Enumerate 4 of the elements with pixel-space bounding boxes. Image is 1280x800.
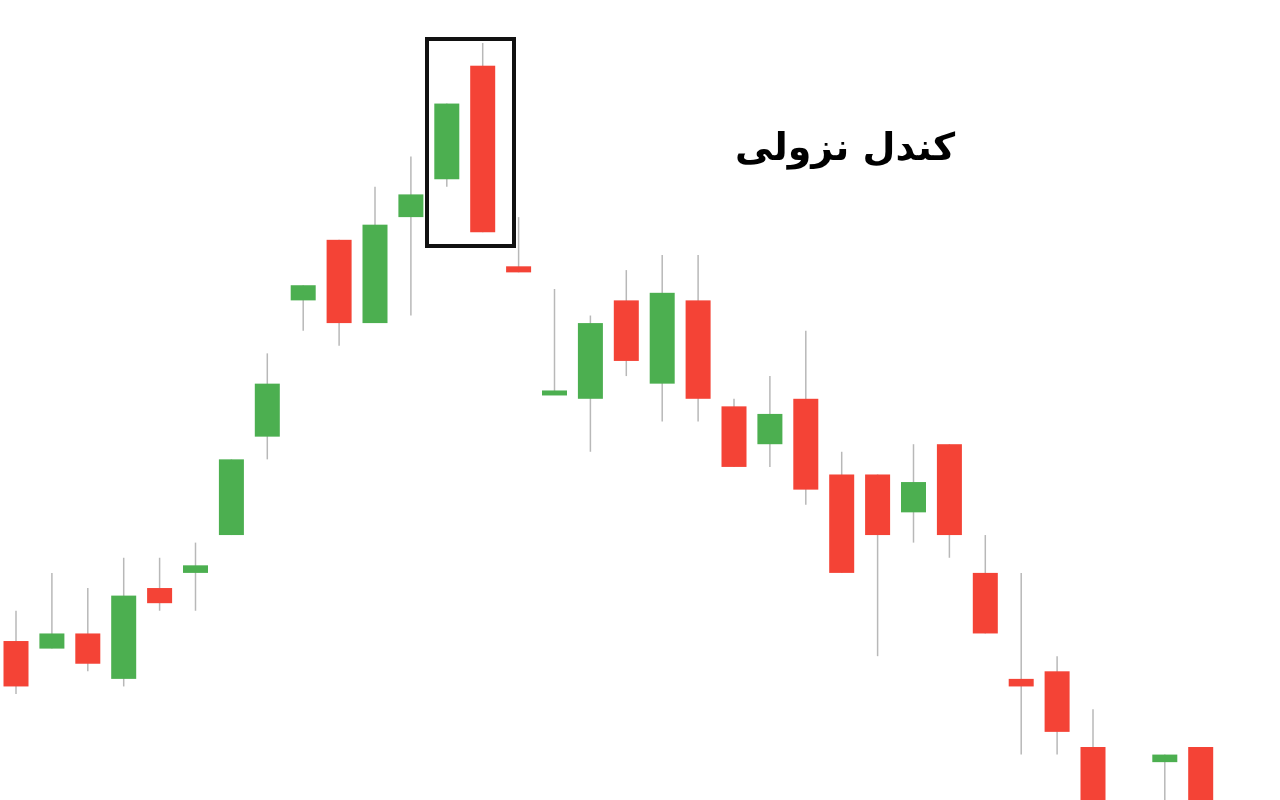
candlestick	[506, 216, 532, 274]
annotation: کندل نزولی	[735, 125, 956, 170]
candlestick	[183, 541, 208, 612]
candlestick	[1008, 572, 1034, 756]
